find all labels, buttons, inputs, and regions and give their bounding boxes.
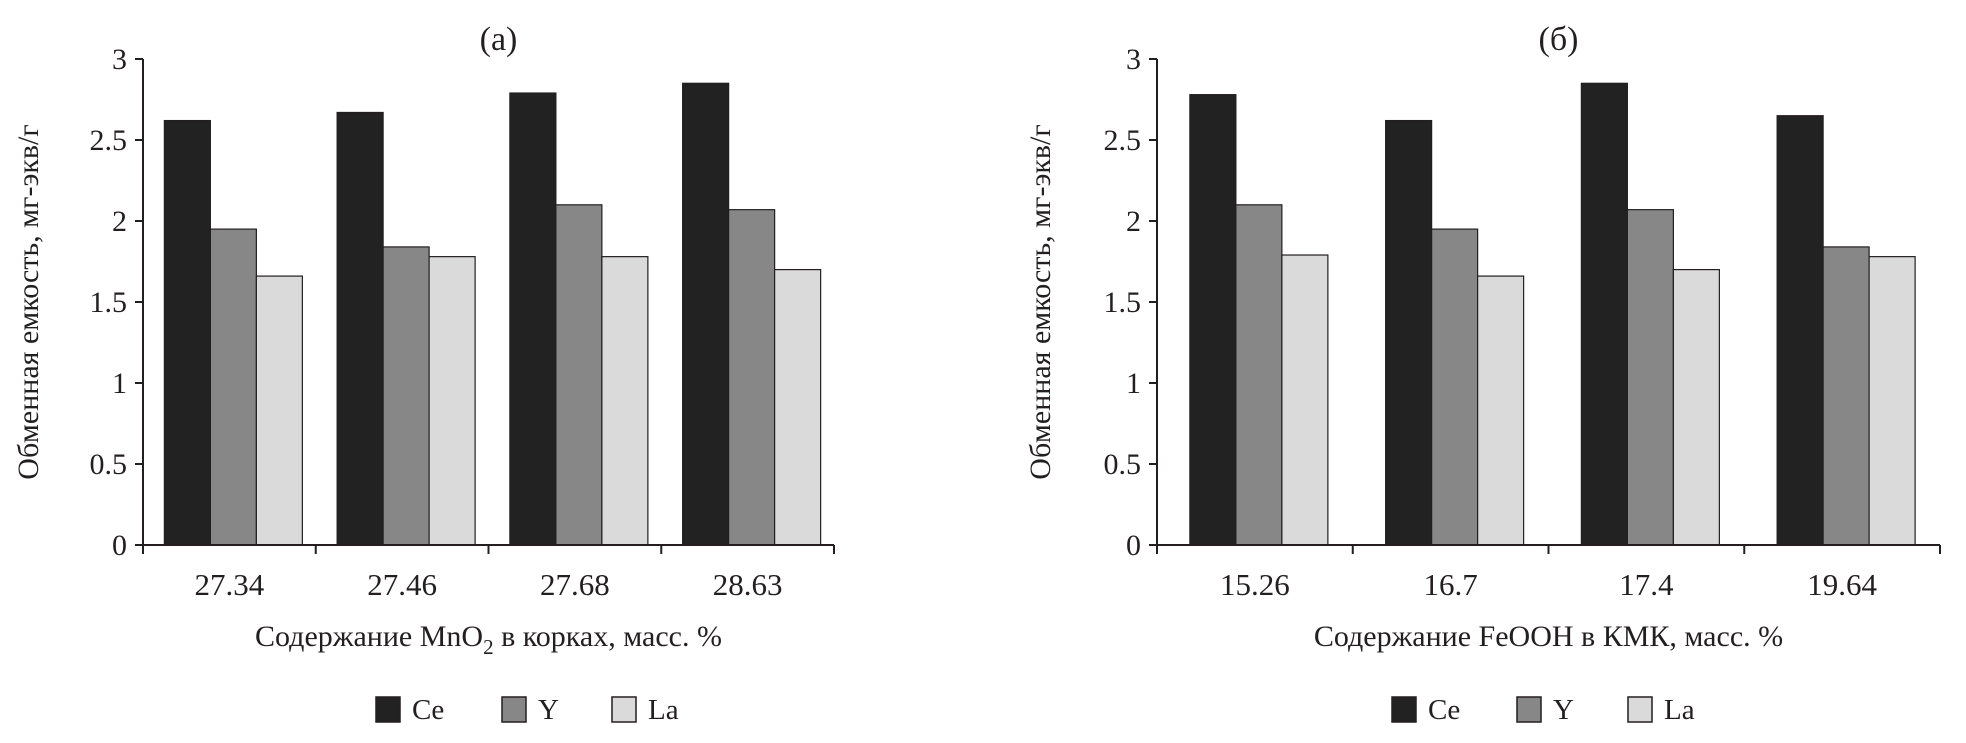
- x-tick-label: 27.46: [367, 567, 437, 602]
- y-tick-label: 2: [112, 205, 127, 238]
- legend-label-y: Y: [1553, 694, 1574, 726]
- legend-swatch-y: [501, 696, 527, 723]
- chart-title: (б): [1539, 21, 1579, 58]
- y-tick-label: 1.5: [90, 286, 128, 319]
- y-axis-label: Обменная емкость, мг-экв/г: [1024, 124, 1057, 479]
- y-tick-label: 0: [1126, 529, 1141, 562]
- bar-ce: [1580, 82, 1628, 546]
- x-tick-label: 28.63: [713, 567, 783, 602]
- x-axis-label-main: Содержание MnO: [255, 620, 483, 653]
- y-tick-label: 1.5: [1104, 286, 1142, 319]
- y-tick-label: 0: [112, 529, 127, 562]
- y-tick-label: 1: [112, 367, 127, 400]
- bar-la: [1477, 275, 1525, 546]
- x-tick-label: 27.34: [195, 567, 265, 602]
- x-axis-label-main: Содержание FeOOH в КМК, масс. %: [1314, 620, 1783, 653]
- y-tick-label: 1: [1126, 367, 1141, 400]
- bar-ce: [1776, 115, 1824, 546]
- x-tick-label: 19.64: [1807, 567, 1877, 602]
- x-tick-label: 27.68: [540, 567, 610, 602]
- chart-panel-b: 0 0.5 1 1.5 2 2.5 3 15.26 16.7 17.4 19.64 (б) Обменн…: [1024, 21, 1941, 726]
- x-tick-label: 17.4: [1619, 567, 1674, 602]
- bar-y: [382, 246, 430, 546]
- bar-la: [428, 256, 476, 546]
- y-tick-label: 2.5: [1104, 124, 1142, 157]
- bar-ce: [682, 82, 730, 546]
- legend-swatch-la: [1627, 696, 1653, 723]
- legend-swatch-ce: [375, 696, 401, 723]
- legend-swatch-ce: [1391, 696, 1417, 723]
- x-axis-label-subscript: 2: [483, 635, 494, 659]
- legend-label-ce: Ce: [412, 694, 444, 726]
- bar-la: [255, 275, 303, 546]
- bar-ce: [163, 119, 211, 546]
- legend-swatch-y: [1516, 696, 1542, 723]
- bar-la: [774, 269, 822, 546]
- bar-la: [1672, 269, 1720, 546]
- legend-label-ce: Ce: [1428, 694, 1460, 726]
- bar-la: [1281, 254, 1329, 546]
- x-tick-label: 16.7: [1424, 567, 1478, 602]
- legend-label-la: La: [648, 694, 679, 726]
- bar-y: [1822, 246, 1870, 546]
- x-axis-label: Содержание FeOOH в КМК, масс. %: [1314, 620, 1783, 653]
- bar-ce: [336, 111, 384, 546]
- y-tick-label: 3: [1126, 43, 1141, 76]
- x-axis-label: Содержание MnO2 в корках, масс. %: [255, 620, 722, 659]
- bar-y: [728, 209, 776, 546]
- y-axis-label: Обменная емкость, мг-экв/г: [12, 124, 45, 479]
- bar-ce: [1189, 94, 1237, 546]
- y-tick-label: 2.5: [90, 124, 128, 157]
- legend-swatch-la: [611, 696, 637, 723]
- bar-y: [1431, 228, 1479, 546]
- bar-la: [1868, 256, 1916, 546]
- legend-label-la: La: [1664, 694, 1695, 726]
- chart-panel-a: 0 0.5 1 1.5 2 2.5 3 27.34 27.46 27.68 28.63 (а) Обме…: [12, 21, 835, 726]
- bar-y: [209, 228, 257, 546]
- x-axis-label-rest: в корках, масс. %: [494, 620, 722, 653]
- bar-y: [1235, 204, 1283, 546]
- bar-y: [555, 204, 603, 546]
- x-tick-label: 15.26: [1220, 567, 1290, 602]
- bar-y: [1626, 209, 1674, 546]
- bar-la: [601, 256, 649, 546]
- bar-ce: [1385, 119, 1433, 546]
- y-tick-label: 0.5: [1104, 448, 1142, 481]
- bar-ce: [509, 92, 557, 546]
- legend-label-y: Y: [538, 694, 559, 726]
- y-tick-label: 2: [1126, 205, 1141, 238]
- y-tick-label: 0.5: [90, 448, 128, 481]
- y-tick-label: 3: [112, 43, 127, 76]
- chart-title: (а): [480, 21, 518, 58]
